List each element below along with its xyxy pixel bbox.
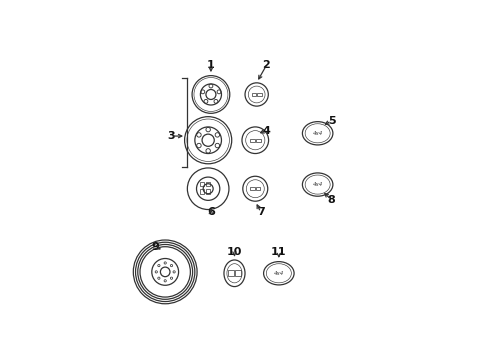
Text: 3: 3 (167, 131, 174, 141)
Text: 7: 7 (257, 207, 265, 217)
Text: 9: 9 (151, 242, 159, 252)
Text: 6: 6 (207, 207, 215, 217)
Text: 4: 4 (263, 126, 270, 135)
Text: 5: 5 (328, 116, 335, 126)
Bar (200, 181, 204, 186)
Text: 2: 2 (263, 60, 270, 70)
Text: 11: 11 (271, 247, 287, 257)
Text: 10: 10 (227, 247, 242, 257)
Text: 4x4: 4x4 (274, 271, 284, 276)
Text: 1: 1 (207, 60, 215, 70)
Text: 4x4: 4x4 (313, 182, 323, 187)
Bar (206, 189, 210, 194)
Bar (200, 189, 204, 194)
Text: 8: 8 (328, 195, 335, 205)
Text: 4x4: 4x4 (313, 131, 323, 136)
Bar (206, 181, 210, 186)
